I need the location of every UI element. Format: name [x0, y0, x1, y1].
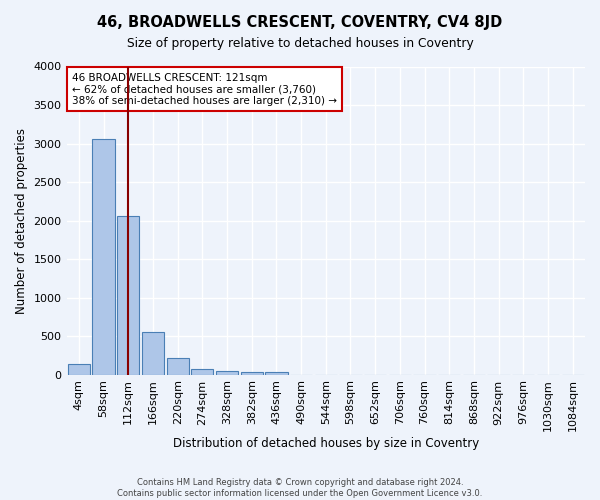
Bar — [142, 332, 164, 374]
Bar — [117, 216, 139, 374]
Bar — [241, 372, 263, 374]
Text: Contains HM Land Registry data © Crown copyright and database right 2024.
Contai: Contains HM Land Registry data © Crown c… — [118, 478, 482, 498]
Bar — [216, 370, 238, 374]
Bar — [167, 358, 189, 374]
Y-axis label: Number of detached properties: Number of detached properties — [15, 128, 28, 314]
Text: 46 BROADWELLS CRESCENT: 121sqm
← 62% of detached houses are smaller (3,760)
38% : 46 BROADWELLS CRESCENT: 121sqm ← 62% of … — [72, 72, 337, 106]
Bar — [92, 139, 115, 374]
X-axis label: Distribution of detached houses by size in Coventry: Distribution of detached houses by size … — [173, 437, 479, 450]
Text: Size of property relative to detached houses in Coventry: Size of property relative to detached ho… — [127, 38, 473, 51]
Bar — [265, 372, 287, 374]
Bar — [68, 364, 90, 374]
Bar — [191, 369, 214, 374]
Text: 46, BROADWELLS CRESCENT, COVENTRY, CV4 8JD: 46, BROADWELLS CRESCENT, COVENTRY, CV4 8… — [97, 15, 503, 30]
